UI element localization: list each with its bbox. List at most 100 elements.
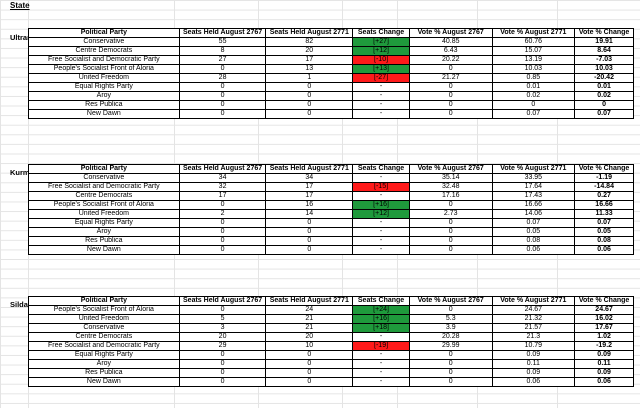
seats-2771-cell[interactable]: 0 xyxy=(265,100,354,110)
vote-2771-cell[interactable]: 0.09 xyxy=(491,350,576,360)
vote-2771-cell[interactable]: 0.08 xyxy=(491,236,576,246)
seats-2767-cell[interactable]: 28 xyxy=(178,73,267,83)
seats-change-cell[interactable]: - xyxy=(352,91,410,101)
vote-2767-cell[interactable]: 0 xyxy=(408,350,493,360)
vote-change-cell[interactable]: 0.27 xyxy=(574,191,634,201)
vote-2767-cell[interactable]: 0 xyxy=(408,377,493,387)
vote-2767-cell[interactable]: 0 xyxy=(408,218,493,228)
seats-2767-cell[interactable]: 5 xyxy=(178,314,267,324)
party-cell[interactable]: Res Publica xyxy=(28,368,180,378)
vote-2767-cell[interactable]: 29.99 xyxy=(408,341,493,351)
seats-2771-cell[interactable]: 17 xyxy=(265,55,354,65)
party-cell[interactable]: People's Socialist Front of Aloria xyxy=(28,305,180,315)
vote-change-cell[interactable]: 0.02 xyxy=(574,91,634,101)
seats-2771-cell[interactable]: 20 xyxy=(265,46,354,56)
party-cell[interactable]: United Freedom xyxy=(28,73,180,83)
vote-2767-cell[interactable]: 0 xyxy=(408,236,493,246)
vote-2767-cell[interactable]: 21.27 xyxy=(408,73,493,83)
party-cell[interactable]: Centre Democrats xyxy=(28,191,180,201)
seats-2771-cell[interactable]: 0 xyxy=(265,377,354,387)
vote-2767-cell[interactable]: 0 xyxy=(408,227,493,237)
seats-2767-cell[interactable]: 0 xyxy=(178,218,267,228)
col-header-party[interactable]: Political Party xyxy=(28,296,180,306)
seats-2767-cell[interactable]: 0 xyxy=(178,377,267,387)
seats-2771-cell[interactable]: 0 xyxy=(265,82,354,92)
vote-change-cell[interactable]: 19.91 xyxy=(574,37,634,47)
vote-2771-cell[interactable]: 0.06 xyxy=(491,245,576,255)
vote-2771-cell[interactable]: 21.32 xyxy=(491,314,576,324)
seats-2771-cell[interactable]: 0 xyxy=(265,350,354,360)
vote-change-cell[interactable]: 17.67 xyxy=(574,323,634,333)
seats-2767-cell[interactable]: 0 xyxy=(178,82,267,92)
seats-change-cell[interactable]: [-15] xyxy=(352,182,410,192)
seats-2767-cell[interactable]: 20 xyxy=(178,332,267,342)
vote-change-cell[interactable]: 0.07 xyxy=(574,109,634,119)
vote-2767-cell[interactable]: 20.22 xyxy=(408,55,493,65)
vote-2771-cell[interactable]: 13.19 xyxy=(491,55,576,65)
seats-2767-cell[interactable]: 0 xyxy=(178,350,267,360)
vote-change-cell[interactable]: 1.02 xyxy=(574,332,634,342)
seats-2767-cell[interactable]: 27 xyxy=(178,55,267,65)
vote-2771-cell[interactable]: 0.09 xyxy=(491,368,576,378)
vote-2767-cell[interactable]: 0 xyxy=(408,200,493,210)
seats-2767-cell[interactable]: 0 xyxy=(178,64,267,74)
seats-2767-cell[interactable]: 32 xyxy=(178,182,267,192)
vote-2767-cell[interactable]: 0 xyxy=(408,109,493,119)
vote-change-cell[interactable]: 0.11 xyxy=(574,359,634,369)
seats-2767-cell[interactable]: 0 xyxy=(178,91,267,101)
vote-2767-cell[interactable]: 3.9 xyxy=(408,323,493,333)
vote-2771-cell[interactable]: 0.11 xyxy=(491,359,576,369)
seats-2767-cell[interactable]: 3 xyxy=(178,323,267,333)
vote-2771-cell[interactable]: 0.06 xyxy=(491,377,576,387)
col-header-vote-2771[interactable]: Vote % August 2771 xyxy=(491,296,576,306)
vote-2767-cell[interactable]: 0 xyxy=(408,91,493,101)
vote-2771-cell[interactable]: 21.3 xyxy=(491,332,576,342)
seats-change-cell[interactable]: - xyxy=(352,100,410,110)
seats-change-cell[interactable]: - xyxy=(352,368,410,378)
vote-2771-cell[interactable]: 0.07 xyxy=(491,218,576,228)
seats-2767-cell[interactable]: 8 xyxy=(178,46,267,56)
party-cell[interactable]: Conservative xyxy=(28,323,180,333)
col-header-seats-2767[interactable]: Seats Held August 2767 xyxy=(178,164,267,174)
vote-2771-cell[interactable]: 0.05 xyxy=(491,227,576,237)
vote-change-cell[interactable]: -19.2 xyxy=(574,341,634,351)
vote-2767-cell[interactable]: 0 xyxy=(408,64,493,74)
seats-2771-cell[interactable]: 17 xyxy=(265,191,354,201)
party-cell[interactable]: Aroy xyxy=(28,359,180,369)
vote-2771-cell[interactable]: 10.03 xyxy=(491,64,576,74)
seats-change-cell[interactable]: [+13] xyxy=(352,64,410,74)
seats-2771-cell[interactable]: 10 xyxy=(265,341,354,351)
vote-2767-cell[interactable]: 32.48 xyxy=(408,182,493,192)
vote-2771-cell[interactable]: 24.67 xyxy=(491,305,576,315)
col-header-seats-2767[interactable]: Seats Held August 2767 xyxy=(178,28,267,38)
vote-change-cell[interactable]: 0.06 xyxy=(574,377,634,387)
vote-2767-cell[interactable]: 0 xyxy=(408,368,493,378)
seats-2767-cell[interactable]: 0 xyxy=(178,100,267,110)
vote-2771-cell[interactable]: 0 xyxy=(491,100,576,110)
seats-2771-cell[interactable]: 17 xyxy=(265,182,354,192)
seats-2771-cell[interactable]: 21 xyxy=(265,314,354,324)
party-cell[interactable]: New Dawn xyxy=(28,109,180,119)
vote-change-cell[interactable]: 0.08 xyxy=(574,236,634,246)
seats-change-cell[interactable]: [+18] xyxy=(352,323,410,333)
party-cell[interactable]: People's Socialist Front of Aloria xyxy=(28,200,180,210)
seats-2771-cell[interactable]: 0 xyxy=(265,227,354,237)
vote-change-cell[interactable]: -14.84 xyxy=(574,182,634,192)
seats-2767-cell[interactable]: 17 xyxy=(178,191,267,201)
seats-2771-cell[interactable]: 0 xyxy=(265,245,354,255)
col-header-seats-change[interactable]: Seats Change xyxy=(352,296,410,306)
party-cell[interactable]: United Freedom xyxy=(28,209,180,219)
seats-2771-cell[interactable]: 14 xyxy=(265,209,354,219)
vote-change-cell[interactable]: 0.01 xyxy=(574,82,634,92)
seats-2771-cell[interactable]: 24 xyxy=(265,305,354,315)
party-cell[interactable]: Equal Rights Party xyxy=(28,218,180,228)
seats-change-cell[interactable]: - xyxy=(352,218,410,228)
col-header-vote-change[interactable]: Vote % Change xyxy=(574,28,634,38)
seats-2767-cell[interactable]: 0 xyxy=(178,359,267,369)
party-cell[interactable]: Equal Rights Party xyxy=(28,350,180,360)
seats-change-cell[interactable]: - xyxy=(352,191,410,201)
party-cell[interactable]: United Freedom xyxy=(28,314,180,324)
seats-change-cell[interactable]: - xyxy=(352,82,410,92)
seats-change-cell[interactable]: [+24] xyxy=(352,305,410,315)
vote-change-cell[interactable]: 0.06 xyxy=(574,245,634,255)
